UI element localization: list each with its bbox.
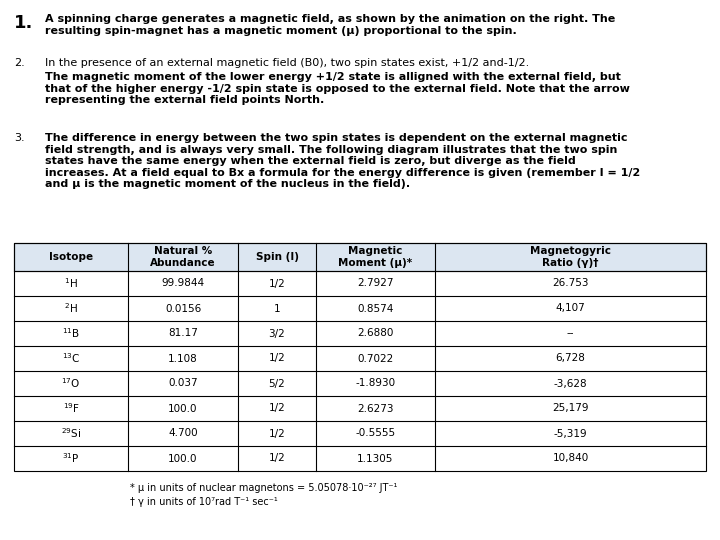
Text: 100.0: 100.0 [168, 454, 198, 463]
Text: 26.753: 26.753 [552, 279, 589, 288]
Text: Magnetogyric
Ratio (γ)†: Magnetogyric Ratio (γ)† [530, 246, 611, 268]
Text: 0.7022: 0.7022 [357, 354, 394, 363]
Text: 2.7927: 2.7927 [357, 279, 394, 288]
Text: 1.108: 1.108 [168, 354, 198, 363]
Text: -5,319: -5,319 [554, 429, 588, 438]
Text: $^{19}$F: $^{19}$F [63, 402, 79, 415]
Text: 25,179: 25,179 [552, 403, 589, 414]
Text: Spin (I): Spin (I) [256, 252, 299, 262]
Text: $^{13}$C: $^{13}$C [62, 352, 80, 366]
Text: 5/2: 5/2 [269, 379, 285, 388]
Text: 1/2: 1/2 [269, 279, 285, 288]
Text: 1/2: 1/2 [269, 454, 285, 463]
Text: 99.9844: 99.9844 [161, 279, 204, 288]
Text: 10,840: 10,840 [552, 454, 589, 463]
Text: $^{31}$P: $^{31}$P [62, 451, 80, 465]
Text: Natural %
Abundance: Natural % Abundance [150, 246, 216, 268]
Text: 4.700: 4.700 [168, 429, 198, 438]
Text: 100.0: 100.0 [168, 403, 198, 414]
Text: 2.6880: 2.6880 [357, 328, 394, 339]
Text: 6,728: 6,728 [556, 354, 585, 363]
Text: 2.6273: 2.6273 [357, 403, 394, 414]
Text: Isotope: Isotope [49, 252, 93, 262]
Text: 1.: 1. [14, 14, 33, 32]
Bar [14, 243, 706, 471]
Text: --: -- [567, 328, 575, 339]
Text: 1.1305: 1.1305 [357, 454, 394, 463]
Text: 4,107: 4,107 [556, 303, 585, 314]
Text: 3/2: 3/2 [269, 328, 285, 339]
Text: 1/2: 1/2 [269, 403, 285, 414]
Text: -3,628: -3,628 [554, 379, 588, 388]
Text: $^1$H: $^1$H [64, 276, 78, 291]
Text: 0.037: 0.037 [168, 379, 198, 388]
Text: $^{11}$B: $^{11}$B [62, 327, 80, 340]
Text: 81.17: 81.17 [168, 328, 198, 339]
Text: 0.0156: 0.0156 [165, 303, 201, 314]
Text: $^{17}$O: $^{17}$O [61, 376, 81, 390]
Text: $^{29}$Si: $^{29}$Si [61, 427, 81, 441]
Text: -0.5555: -0.5555 [356, 429, 395, 438]
Text: Magnetic
Moment (μ)*: Magnetic Moment (μ)* [338, 246, 413, 268]
Text: 1/2: 1/2 [269, 429, 285, 438]
Text: In the presence of an external magnetic field (B0), two spin states exist, +1/2 : In the presence of an external magnetic … [45, 58, 529, 68]
Bar [14, 243, 706, 271]
Text: -1.8930: -1.8930 [356, 379, 395, 388]
Text: † γ in units of 10⁷rad T⁻¹ sec⁻¹: † γ in units of 10⁷rad T⁻¹ sec⁻¹ [130, 497, 278, 507]
Text: 1: 1 [274, 303, 280, 314]
Text: The magnetic moment of the lower energy +1/2 state is alligned with the external: The magnetic moment of the lower energy … [45, 72, 630, 105]
Text: 3.: 3. [14, 133, 24, 143]
Text: A spinning charge generates a magnetic field, as shown by the animation on the r: A spinning charge generates a magnetic f… [45, 14, 616, 36]
Text: 1/2: 1/2 [269, 354, 285, 363]
Text: 0.8574: 0.8574 [357, 303, 394, 314]
Text: $^2$H: $^2$H [64, 302, 78, 315]
Text: * μ in units of nuclear magnetons = 5.05078·10⁻²⁷ JT⁻¹: * μ in units of nuclear magnetons = 5.05… [130, 483, 397, 493]
Text: The difference in energy between the two spin states is dependent on the externa: The difference in energy between the two… [45, 133, 640, 190]
Text: 2.: 2. [14, 58, 24, 68]
